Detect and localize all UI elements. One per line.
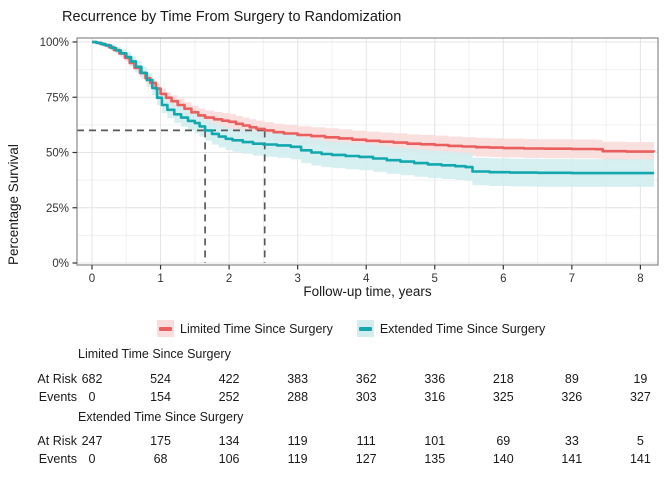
risk-cell: 154 (150, 390, 171, 404)
risk-cell: 127 (355, 452, 377, 466)
y-tick-label: 75% (46, 92, 69, 104)
y-tick-label: 50% (46, 148, 69, 160)
x-tick-label: 3 (294, 273, 300, 285)
ci-band (92, 42, 655, 187)
legend-label-limited: Limited Time Since Surgery (180, 321, 333, 336)
legend-key-line (159, 327, 172, 331)
x-axis-title: Follow-up time, years (303, 284, 432, 299)
legend-item-extended: Extended Time Since Surgery (356, 320, 546, 337)
x-tick-label: 0 (89, 273, 95, 285)
risk-row-label: Events (38, 390, 77, 404)
risk-cell: 175 (150, 434, 171, 448)
risk-cell: 69 (496, 434, 511, 448)
risk-cell: 141 (629, 452, 651, 466)
risk-cell: 140 (492, 452, 514, 466)
legend-item-limited: Limited Time Since Surgery (157, 320, 333, 337)
risk-cell: 5 (636, 434, 644, 448)
risk-cell: 119 (287, 452, 308, 466)
risk-cell: 252 (218, 390, 240, 404)
risk-cell: 89 (564, 372, 579, 386)
risk-cell: 141 (561, 452, 583, 466)
risk-cell: 119 (287, 434, 308, 448)
risk-cell: 288 (287, 390, 309, 404)
risk-row-label: Events (38, 452, 77, 466)
legend-label-extended: Extended Time Since Surgery (379, 321, 546, 336)
legend: Limited Time Since Surgery Extended Time… (157, 320, 545, 337)
risk-cell: 422 (218, 372, 240, 386)
y-tick-label: 100% (40, 37, 69, 49)
risk-cell: 134 (218, 434, 240, 448)
risk-cell: 0 (88, 452, 96, 466)
risk-cell: 19 (633, 372, 648, 386)
survival-curve (92, 40, 656, 153)
risk-cell: 106 (218, 452, 240, 466)
x-tick-label: 4 (363, 273, 370, 285)
x-tick-label: 7 (569, 273, 575, 285)
x-tick-label: 2 (226, 273, 232, 285)
y-tick-label: 25% (46, 203, 69, 215)
risk-cell: 327 (629, 390, 651, 404)
risk-cell: 326 (561, 390, 583, 404)
risk-row-label: At Risk (37, 434, 77, 448)
risk-cell: 316 (424, 390, 446, 404)
x-tick-label: 8 (637, 273, 643, 285)
risk-cell: 524 (150, 372, 171, 386)
x-tick-label: 1 (157, 273, 163, 285)
risk-cell: 247 (81, 434, 103, 448)
page-title: Recurrence by Time From Surgery to Rando… (62, 9, 402, 25)
legend-key-line (358, 327, 372, 331)
x-tick-label: 6 (500, 273, 506, 285)
risk-cell: 0 (88, 390, 96, 404)
risk-cell: 682 (81, 372, 103, 386)
risk-cell: 383 (287, 372, 309, 386)
risk-row-label: At Risk (37, 372, 77, 386)
risk-cell: 33 (564, 434, 579, 448)
survival-curve (92, 40, 655, 175)
risk-cell: 362 (355, 372, 377, 386)
legend-swatch-limited (157, 320, 174, 337)
x-tick-label: 5 (432, 273, 438, 285)
risk-cell: 68 (153, 452, 168, 466)
risk-cell: 135 (424, 452, 446, 466)
legend-swatch-extended (356, 320, 374, 337)
risk-group-header: Limited Time Since Surgery (78, 347, 231, 361)
risk-cell: 111 (356, 434, 376, 448)
panel-border (76, 37, 659, 266)
risk-cell: 336 (424, 372, 446, 386)
risk-cell: 218 (492, 372, 514, 386)
risk-cell: 101 (424, 434, 446, 448)
y-axis-title: Percentage Survival (6, 144, 21, 265)
risk-group-header: Extended Time Since Surgery (78, 410, 244, 424)
survival-chart: 0 1 2 3 4 5 6 7 8 0% 25% 50% 75% 100% (40, 37, 659, 285)
risk-cell: 303 (355, 390, 377, 404)
y-tick-label: 0% (52, 258, 69, 270)
risk-cell: 325 (492, 390, 514, 404)
